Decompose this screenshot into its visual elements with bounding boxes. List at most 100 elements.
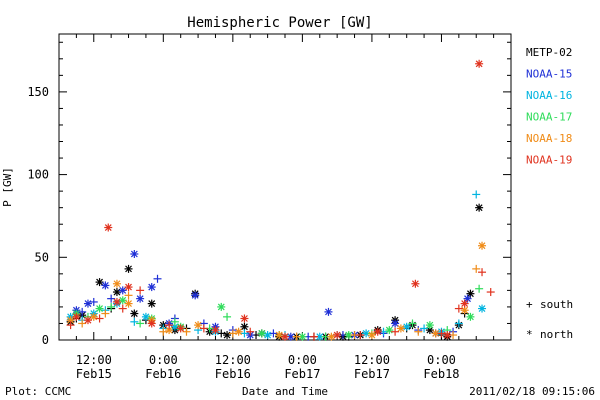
- data-point: [425, 321, 434, 330]
- data-point: [101, 281, 110, 290]
- plot-frame: [58, 33, 512, 341]
- data-point: [130, 309, 139, 318]
- data-point: [240, 329, 249, 338]
- data-point: [136, 294, 145, 303]
- data-point: [454, 319, 463, 328]
- data-point: [83, 316, 92, 325]
- data-point: [367, 331, 376, 340]
- data-point: [112, 288, 121, 297]
- data-point: [191, 291, 200, 300]
- marker-legend-label: north: [540, 328, 573, 341]
- x-tick-label-date: Feb16: [145, 367, 181, 381]
- data-point: [454, 304, 463, 313]
- data-point: [478, 268, 487, 277]
- data-point: [136, 319, 145, 328]
- data-point: [466, 312, 475, 321]
- data-point: [223, 312, 232, 321]
- x-tick-label-date: Feb15: [76, 367, 112, 381]
- data-point: [437, 329, 446, 338]
- x-tick-label-date: Feb16: [215, 367, 251, 381]
- footer-plot-credit: Plot: CCMC: [5, 385, 71, 398]
- legend-entry: NOAA-17: [526, 111, 572, 124]
- data-point: [147, 283, 156, 292]
- data-point: [153, 274, 162, 283]
- x-tick-label-date: Feb17: [354, 367, 390, 381]
- data-point: [223, 331, 232, 340]
- marker-legend-label: south: [540, 298, 573, 311]
- legend-entry: NOAA-18: [526, 132, 572, 145]
- data-point: [124, 264, 133, 273]
- data-point: [420, 324, 429, 333]
- data-point: [176, 324, 185, 333]
- x-tick-label-time: 12:00: [354, 353, 390, 367]
- data-point: [107, 294, 116, 303]
- data-point: [124, 283, 133, 292]
- legend-entry: NOAA-15: [526, 68, 572, 81]
- data-point: [475, 59, 484, 68]
- data-point: [199, 324, 208, 333]
- legend-entry: METP-02: [526, 46, 572, 59]
- data-point: [147, 319, 156, 328]
- x-tick-label-time: 12:00: [215, 353, 251, 367]
- data-point: [72, 312, 81, 321]
- data-point: [411, 279, 420, 288]
- data-point: [391, 327, 400, 336]
- data-points: [66, 59, 495, 341]
- data-point: [124, 291, 133, 300]
- data-point: [78, 319, 87, 328]
- y-axis-label: P [GW]: [1, 167, 14, 207]
- data-point: [130, 317, 139, 326]
- data-point: [460, 299, 469, 308]
- x-tick-label-date: Feb18: [423, 367, 459, 381]
- data-point: [443, 331, 452, 340]
- data-point: [83, 299, 92, 308]
- data-point: [228, 329, 237, 338]
- data-point: [472, 190, 481, 199]
- data-point: [101, 309, 110, 318]
- data-point: [89, 297, 98, 306]
- data-point: [147, 299, 156, 308]
- data-point: [95, 314, 104, 323]
- data-point: [66, 321, 75, 330]
- data-point: [194, 321, 203, 330]
- data-point: [112, 297, 121, 306]
- data-point: [396, 324, 405, 333]
- data-point: [211, 326, 220, 335]
- data-point: [217, 329, 226, 338]
- data-point: [95, 278, 104, 287]
- legend-entry: NOAA-16: [526, 89, 572, 102]
- data-point: [124, 299, 133, 308]
- y-tick-label: 150: [27, 85, 49, 99]
- data-point: [478, 241, 487, 250]
- x-tick-label-time: 0:00: [288, 353, 317, 367]
- data-point: [391, 319, 400, 328]
- data-point: [118, 286, 127, 295]
- data-point: [182, 327, 191, 336]
- data-point: [118, 304, 127, 313]
- data-point: [136, 286, 145, 295]
- data-point: [257, 329, 266, 338]
- footer-timestamp: 2011/02/18 09:15:06: [469, 385, 595, 398]
- data-point: [486, 288, 495, 297]
- data-point: [107, 302, 116, 311]
- data-point: [165, 321, 174, 330]
- data-point: [78, 307, 87, 316]
- data-point: [408, 319, 417, 328]
- data-point: [104, 223, 113, 232]
- data-point: [333, 331, 342, 340]
- data-point: [234, 327, 243, 336]
- x-tick-label-time: 0:00: [149, 353, 178, 367]
- data-point: [130, 249, 139, 258]
- x-tick-label-time: 0:00: [427, 353, 456, 367]
- data-point: [112, 279, 121, 288]
- data-point: [327, 332, 336, 341]
- data-point: [373, 327, 382, 336]
- data-point: [275, 331, 284, 340]
- data-point: [324, 307, 333, 316]
- data-point: [292, 332, 301, 341]
- data-point: [95, 304, 104, 313]
- legend: METP-02 NOAA-15 NOAA-16 NOAA-17 NOAA-18 NOAA-…: [526, 46, 573, 341]
- chart-title: Hemispheric Power [GW]: [187, 15, 372, 31]
- x-tick-label-date: Feb17: [284, 367, 320, 381]
